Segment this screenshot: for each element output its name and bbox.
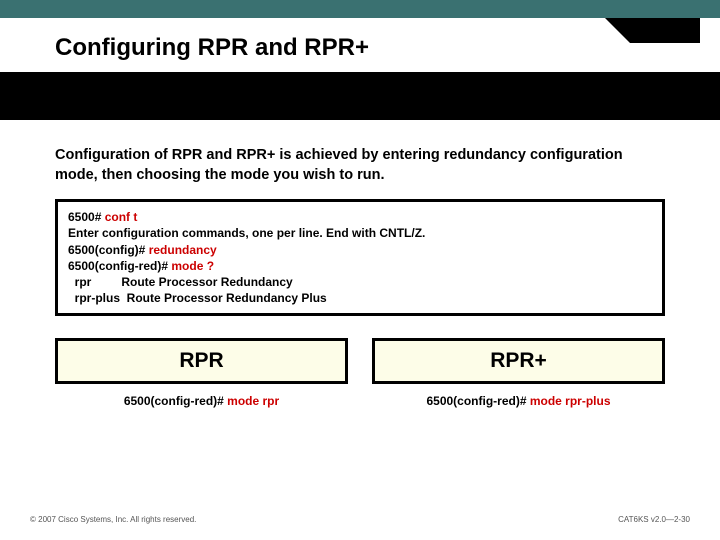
column-header-rpr: RPR <box>55 338 348 384</box>
footer: © 2007 Cisco Systems, Inc. All rights re… <box>0 515 720 524</box>
command-text: conf t <box>105 210 138 224</box>
slide-title: Configuring RPR and RPR+ <box>55 34 665 62</box>
footer-slide-id: CAT6KS v2.0—2-30 <box>618 515 690 524</box>
column-cmd-rpr: 6500(config-red)# mode rpr <box>55 384 348 408</box>
column-left: RPR 6500(config-red)# mode rpr <box>55 338 348 408</box>
terminal-line: Enter configuration commands, one per li… <box>68 225 652 241</box>
command-text: mode rpr <box>227 394 279 408</box>
command-text: mode rpr-plus <box>530 394 611 408</box>
terminal-line: 6500(config-red)# mode ? <box>68 258 652 274</box>
terminal-line: rpr-plus Route Processor Redundancy Plus <box>68 290 652 306</box>
terminal-line: rpr Route Processor Redundancy <box>68 274 652 290</box>
content-area: Configuration of RPR and RPR+ is achieve… <box>0 120 720 408</box>
prompt: 6500(config)# <box>68 243 149 257</box>
terminal-line: 6500(config)# redundancy <box>68 242 652 258</box>
corner-notch <box>630 18 700 43</box>
terminal-line: 6500# conf t <box>68 209 652 225</box>
column-header-rpr-plus: RPR+ <box>372 338 665 384</box>
terminal-box: 6500# conf t Enter configuration command… <box>55 199 665 316</box>
footer-copyright: © 2007 Cisco Systems, Inc. All rights re… <box>30 515 196 524</box>
prompt: 6500# <box>68 210 105 224</box>
top-stripe <box>0 0 720 18</box>
columns: RPR 6500(config-red)# mode rpr RPR+ 6500… <box>55 338 665 408</box>
prompt: 6500(config-red)# <box>426 394 529 408</box>
intro-text: Configuration of RPR and RPR+ is achieve… <box>55 146 665 185</box>
command-text: mode ? <box>171 259 214 273</box>
column-right: RPR+ 6500(config-red)# mode rpr-plus <box>372 338 665 408</box>
command-text: redundancy <box>149 243 217 257</box>
prompt: 6500(config-red)# <box>124 394 227 408</box>
column-cmd-rpr-plus: 6500(config-red)# mode rpr-plus <box>372 384 665 408</box>
prompt: 6500(config-red)# <box>68 259 171 273</box>
black-band <box>0 72 720 120</box>
